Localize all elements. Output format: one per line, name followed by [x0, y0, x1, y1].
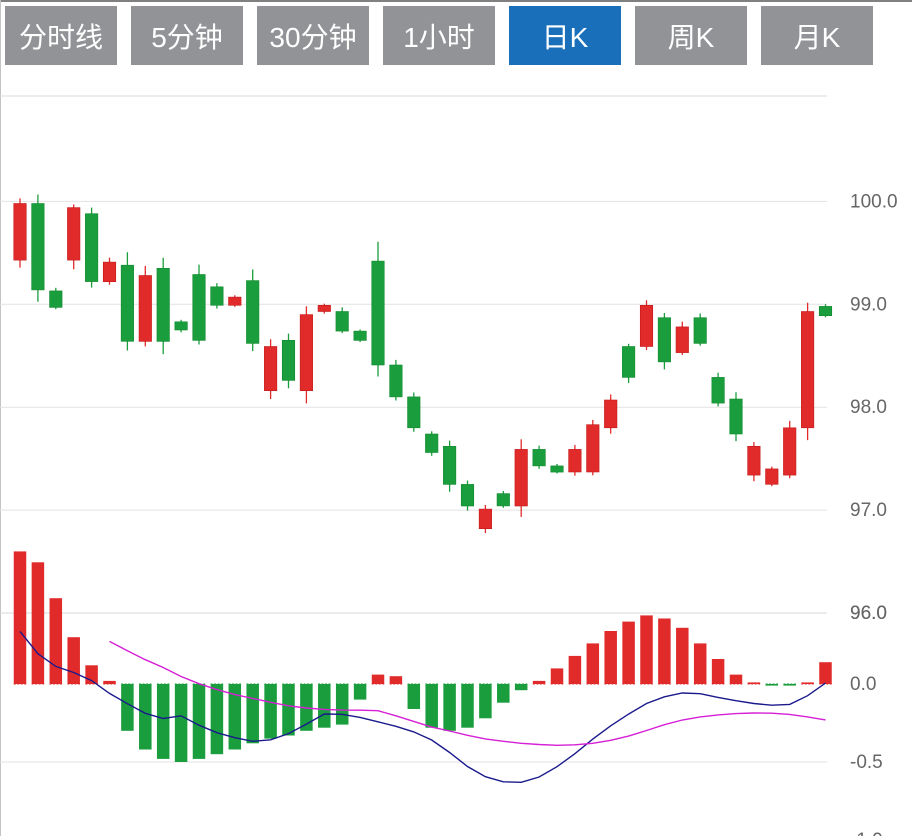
svg-text:100.0: 100.0	[850, 191, 898, 212]
svg-text:99.0: 99.0	[850, 294, 887, 315]
svg-text:-0.5: -0.5	[850, 752, 883, 773]
svg-text:-1.0: -1.0	[850, 830, 883, 836]
svg-text:0.0: 0.0	[850, 674, 876, 695]
svg-text:97.0: 97.0	[850, 500, 887, 521]
svg-text:96.0: 96.0	[850, 603, 887, 624]
svg-text:98.0: 98.0	[850, 397, 887, 418]
